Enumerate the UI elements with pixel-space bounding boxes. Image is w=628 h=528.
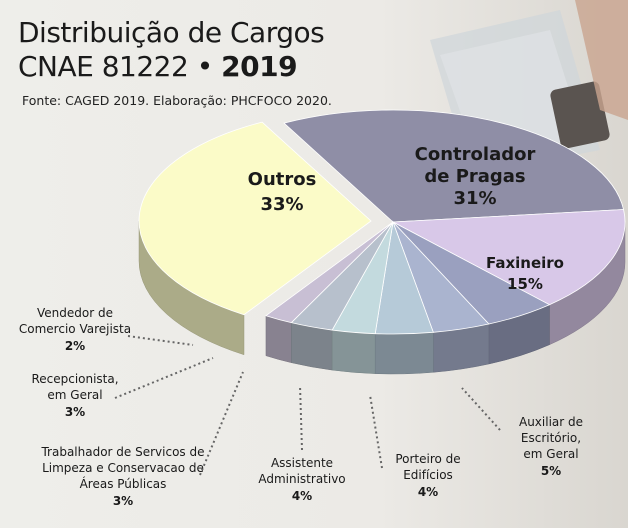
slice-1 [391, 209, 626, 306]
leader-line-7 [127, 335, 194, 346]
label-slice-0: 31% [453, 188, 496, 209]
title-year: 2019 [221, 50, 298, 83]
label-slice-6: em Geral [47, 388, 102, 402]
leader-line-4 [299, 384, 303, 451]
pct-slice-3: 4% [418, 485, 438, 499]
leader-line-6 [114, 357, 214, 399]
label-slice-2: Auxiliar de [519, 415, 583, 429]
label-slice-4: Assistente [271, 456, 333, 470]
pct-slice-2: 5% [541, 464, 561, 478]
slice-8 [138, 121, 372, 316]
label-slice-0: de Pragas [424, 166, 525, 187]
leader-line-3 [369, 394, 383, 469]
leader-line-5 [199, 371, 244, 476]
leader-line-2 [461, 387, 501, 431]
slice-side-5 [331, 329, 376, 374]
label-slice-8: 33% [260, 194, 303, 215]
slice-side-6 [291, 322, 333, 371]
slice-side-7 [265, 315, 292, 363]
label-slice-4: Administrativo [258, 472, 345, 486]
title-line-1: Distribuição de Cargos [18, 16, 325, 49]
title-line-2: CNAE 81222 • [18, 50, 213, 83]
label-slice-0: Controlador [415, 144, 536, 165]
pct-slice-6: 3% [65, 405, 85, 419]
label-slice-1: 15% [507, 275, 543, 293]
label-slice-7: Comercio Varejista [19, 322, 131, 336]
label-slice-2: em Geral [523, 447, 578, 461]
pct-slice-7: 2% [65, 339, 85, 353]
label-slice-1: Faxineiro [486, 254, 564, 272]
label-slice-7: Vendedor de [37, 306, 113, 320]
chart-title: Distribuição de Cargos CNAE 81222 • 2019 [18, 16, 325, 84]
label-slice-5: Áreas Públicas [80, 476, 167, 491]
label-slice-3: Edifícios [403, 468, 453, 482]
source-note: Fonte: CAGED 2019. Elaboração: PHCFOCO 2… [22, 93, 332, 108]
slice-side-4 [374, 332, 434, 375]
label-slice-2: Escritório, [521, 431, 581, 445]
label-slice-8: Outros [248, 169, 317, 190]
slice-0 [283, 109, 625, 223]
label-slice-3: Porteiro de [395, 452, 460, 466]
pct-slice-4: 4% [292, 489, 312, 503]
slice-7 [265, 221, 394, 324]
pct-slice-5: 3% [113, 494, 133, 508]
pie-tops [138, 109, 626, 335]
label-slice-6: Recepcionista, [31, 372, 118, 386]
label-slice-5: Limpeza e Conservacao de [42, 461, 204, 475]
label-slice-5: Trabalhador de Servicos de [40, 445, 204, 459]
